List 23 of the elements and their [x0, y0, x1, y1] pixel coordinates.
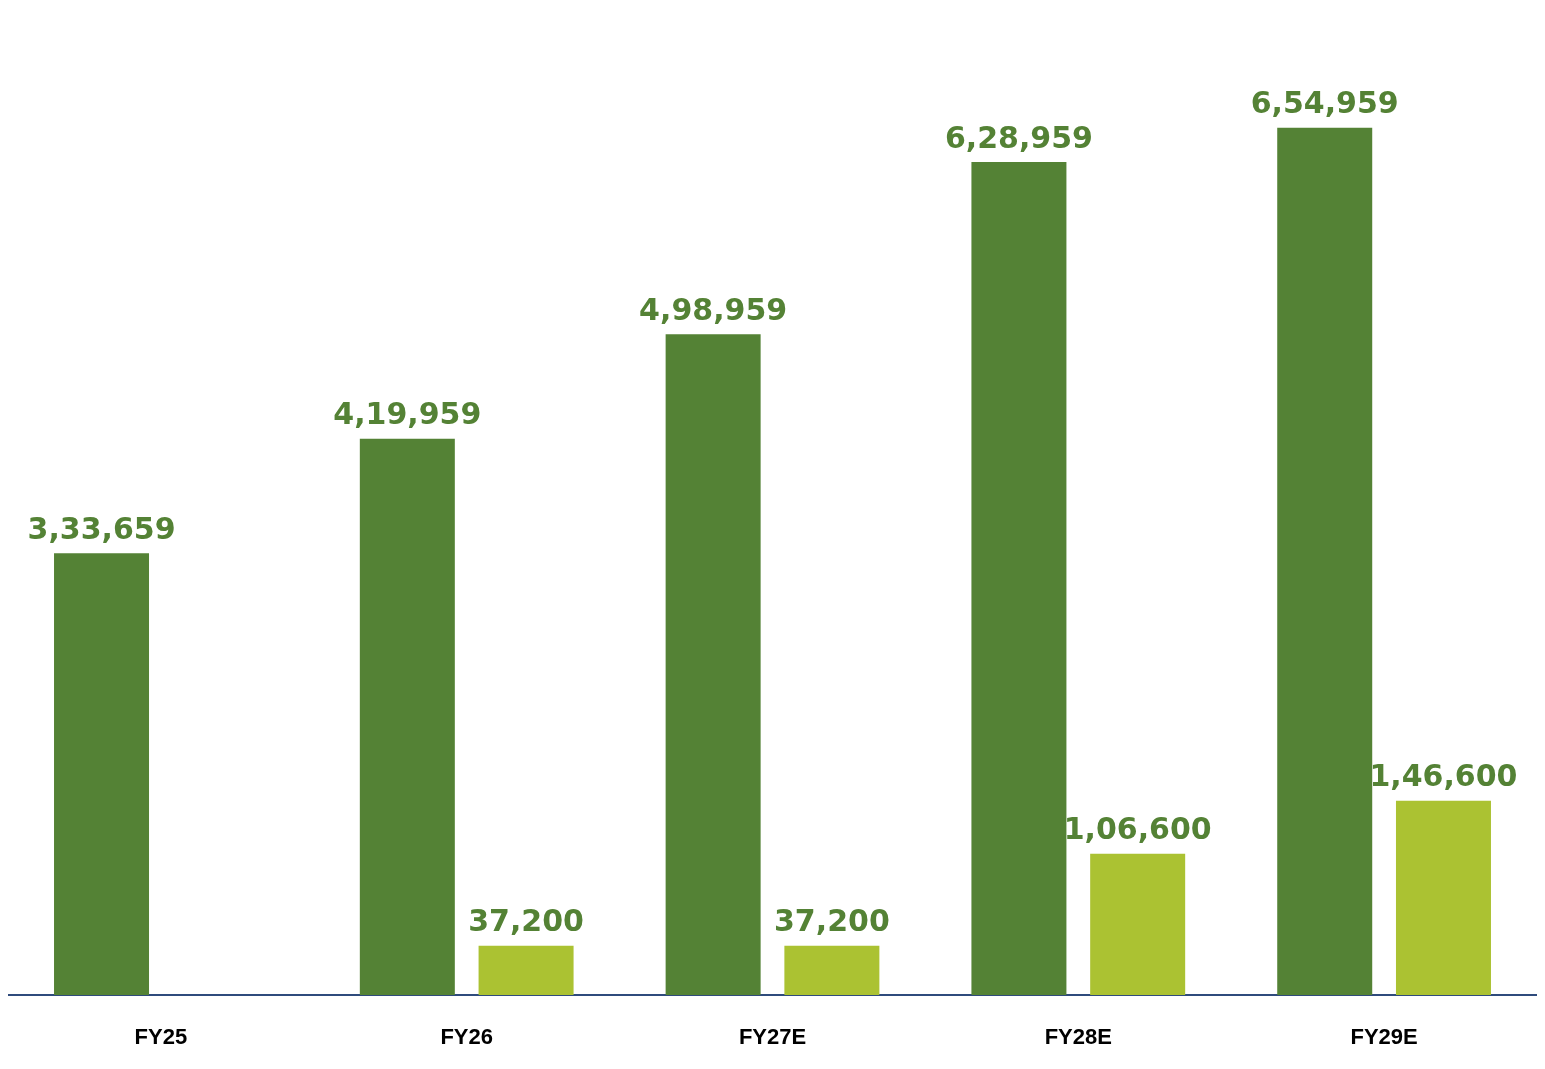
x-tick-label: FY27E — [738, 1023, 807, 1049]
x-tick-label: FY28E — [1044, 1023, 1112, 1049]
x-tick-label: FY25 — [134, 1023, 188, 1049]
data-label: 1,06,600 — [1063, 811, 1212, 847]
bar — [665, 334, 761, 995]
data-label: 1,46,600 — [1369, 758, 1518, 794]
bar — [971, 162, 1067, 995]
data-label: 4,98,959 — [639, 291, 788, 327]
data-label: 3,33,659 — [27, 510, 176, 546]
data-label: 6,54,959 — [1250, 85, 1399, 121]
data-label: 6,28,959 — [944, 119, 1093, 155]
x-tick-label: FY26 — [440, 1023, 493, 1049]
bar — [478, 945, 574, 995]
data-label: 37,200 — [773, 903, 890, 939]
bar — [1277, 127, 1373, 995]
bar — [1090, 853, 1186, 995]
bar — [54, 553, 150, 995]
data-label: 4,19,959 — [333, 396, 482, 432]
bar — [784, 945, 880, 995]
bar — [1395, 800, 1491, 995]
bar — [359, 438, 455, 995]
x-tick-label: FY29E — [1350, 1023, 1418, 1049]
data-label: 37,200 — [468, 903, 584, 939]
